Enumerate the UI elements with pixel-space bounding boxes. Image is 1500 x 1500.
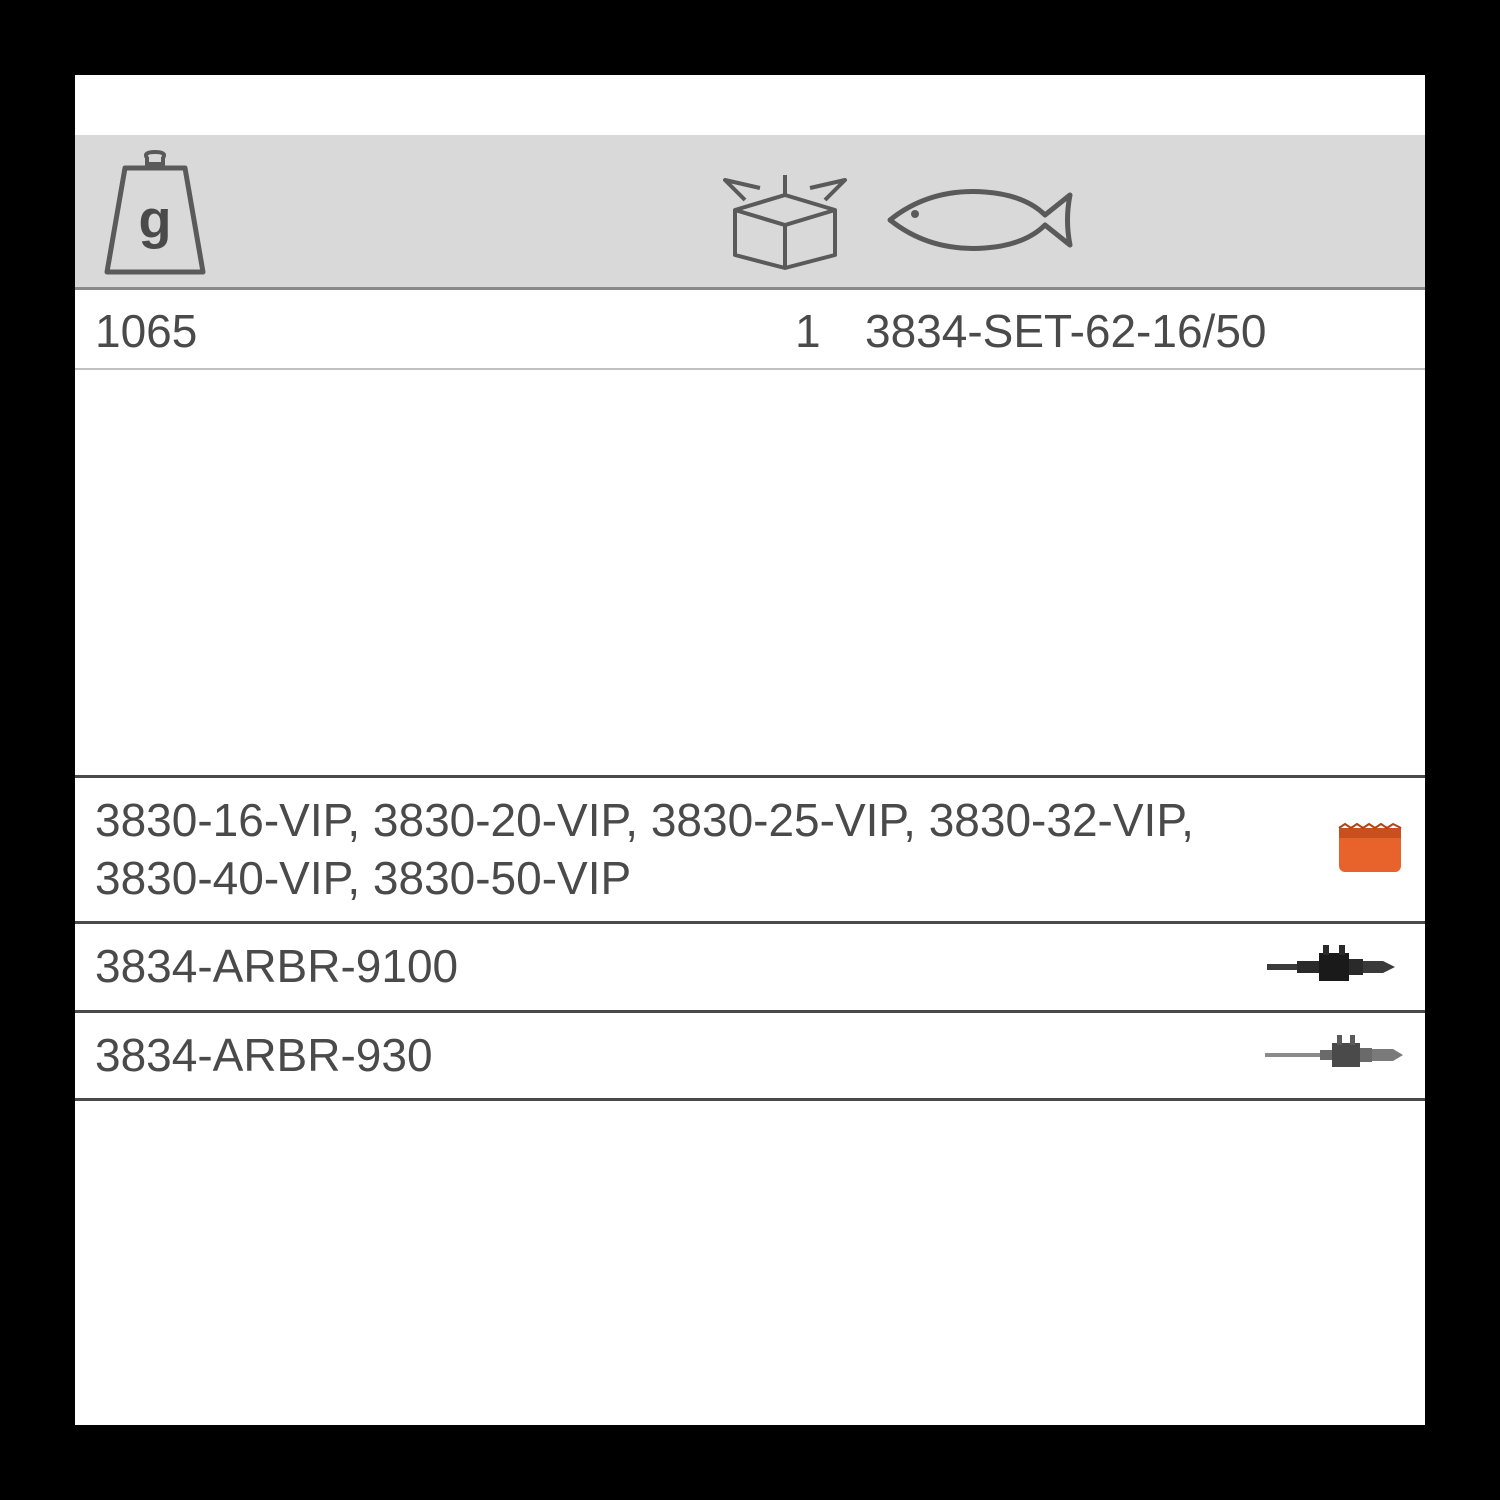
weight-icon: g: [95, 150, 215, 285]
document-canvas: g 1065 1 3834-SET-62-16/50: [75, 75, 1425, 1425]
qty-value: 1: [795, 304, 821, 358]
arbor-icon: [1265, 1031, 1405, 1079]
table-data-row: 1065 1 3834-SET-62-16/50: [75, 290, 1425, 370]
content-row: 3834-ARBR-930: [75, 1010, 1425, 1102]
fish-icon: [875, 170, 1075, 275]
content-row: 3830-16-VIP, 3830-20-VIP, 3830-25-VIP, 3…: [75, 775, 1425, 921]
arbor-icon: [1265, 943, 1405, 991]
content-list: 3830-16-VIP, 3830-20-VIP, 3830-25-VIP, 3…: [75, 775, 1425, 1101]
content-text: 3834-ARBR-9100: [95, 938, 1265, 996]
content-row: 3834-ARBR-9100: [75, 921, 1425, 1010]
package-icon: [715, 170, 855, 275]
content-text: 3830-16-VIP, 3830-20-VIP, 3830-25-VIP, 3…: [95, 792, 1265, 907]
svg-text:g: g: [139, 190, 172, 250]
table-header-row: g: [75, 135, 1425, 290]
content-text: 3834-ARBR-930: [95, 1027, 1265, 1085]
holesaw-icon: [1265, 822, 1405, 878]
code-value: 3834-SET-62-16/50: [865, 304, 1267, 358]
weight-value: 1065: [95, 304, 197, 358]
